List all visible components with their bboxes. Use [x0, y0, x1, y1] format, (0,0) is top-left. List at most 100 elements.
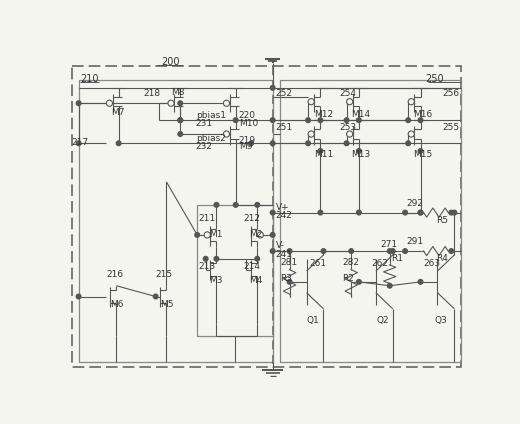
Text: M7: M7 [111, 108, 124, 117]
Circle shape [287, 249, 292, 254]
Text: M1: M1 [210, 230, 223, 239]
Circle shape [308, 99, 314, 105]
Text: M6: M6 [110, 301, 124, 310]
Circle shape [318, 210, 323, 215]
Circle shape [178, 101, 183, 106]
Text: 251: 251 [276, 123, 293, 132]
Text: M4: M4 [250, 276, 263, 285]
Text: M11: M11 [314, 150, 333, 159]
Text: Q2: Q2 [376, 316, 389, 325]
Text: M2: M2 [250, 230, 263, 239]
Text: 262: 262 [371, 259, 388, 268]
Text: V-: V- [276, 241, 284, 250]
Circle shape [270, 249, 275, 254]
Circle shape [318, 118, 323, 123]
Circle shape [403, 210, 407, 215]
Text: 242: 242 [276, 211, 293, 220]
Text: 256: 256 [442, 89, 459, 98]
Text: 241: 241 [276, 250, 293, 259]
Text: 214: 214 [243, 262, 261, 271]
Circle shape [318, 149, 323, 153]
Text: 211: 211 [199, 214, 216, 223]
Text: M14: M14 [351, 109, 370, 119]
Circle shape [214, 203, 219, 207]
Text: R1: R1 [391, 254, 403, 263]
Circle shape [408, 99, 414, 105]
Text: M13: M13 [351, 150, 370, 159]
Text: M3: M3 [210, 276, 223, 285]
Circle shape [233, 118, 238, 123]
Text: 292: 292 [407, 199, 424, 208]
Circle shape [195, 233, 200, 237]
Text: 261: 261 [309, 259, 327, 268]
Text: 215: 215 [155, 270, 173, 279]
Text: 255: 255 [442, 123, 459, 132]
Circle shape [321, 249, 326, 254]
Circle shape [391, 249, 395, 254]
Text: 213: 213 [199, 262, 216, 271]
Circle shape [452, 210, 457, 215]
Circle shape [306, 118, 310, 123]
Circle shape [76, 101, 81, 106]
Circle shape [449, 210, 453, 215]
Circle shape [357, 118, 361, 123]
Text: 218: 218 [144, 89, 161, 98]
Circle shape [224, 100, 229, 106]
Text: 200: 200 [161, 57, 179, 67]
Circle shape [344, 141, 349, 145]
Text: 291: 291 [407, 237, 424, 246]
Bar [280, 80, 461, 362]
Text: 250: 250 [425, 74, 444, 84]
Circle shape [308, 131, 314, 137]
Circle shape [344, 118, 349, 123]
Text: M15: M15 [413, 150, 432, 159]
Text: 220: 220 [239, 111, 256, 120]
Text: 281: 281 [280, 258, 297, 267]
Circle shape [257, 232, 264, 238]
Circle shape [408, 131, 414, 137]
Circle shape [349, 249, 354, 254]
Text: 212: 212 [243, 214, 261, 223]
Circle shape [178, 132, 183, 137]
Circle shape [270, 86, 275, 90]
Text: R2: R2 [342, 273, 354, 282]
Circle shape [406, 141, 410, 145]
Circle shape [418, 279, 423, 284]
Circle shape [347, 99, 353, 105]
Text: 282: 282 [342, 258, 359, 267]
Circle shape [357, 279, 361, 284]
Circle shape [116, 141, 121, 145]
Text: 219: 219 [239, 136, 256, 145]
Text: pbias2: pbias2 [196, 134, 226, 143]
Circle shape [270, 118, 275, 123]
Text: M16: M16 [413, 109, 432, 119]
Circle shape [204, 232, 210, 238]
Circle shape [403, 249, 407, 254]
Text: Q1: Q1 [307, 316, 319, 325]
Circle shape [153, 294, 158, 299]
Text: M9: M9 [239, 142, 252, 151]
Circle shape [287, 279, 292, 284]
Text: R3: R3 [280, 273, 292, 282]
Text: pbias1: pbias1 [196, 111, 226, 120]
Circle shape [418, 118, 423, 123]
Circle shape [406, 118, 410, 123]
Circle shape [203, 257, 208, 261]
Text: R4: R4 [436, 254, 448, 263]
Circle shape [449, 249, 453, 254]
Circle shape [233, 203, 238, 207]
Text: V+: V+ [276, 203, 289, 212]
Text: M8: M8 [171, 88, 185, 97]
Circle shape [214, 257, 219, 261]
Text: 232: 232 [196, 142, 213, 151]
Circle shape [107, 100, 112, 106]
Circle shape [168, 100, 174, 106]
Circle shape [270, 233, 275, 237]
Circle shape [76, 294, 81, 299]
Circle shape [249, 141, 253, 145]
Circle shape [255, 257, 259, 261]
Bar [197, 205, 272, 336]
Circle shape [255, 203, 259, 207]
Circle shape [357, 149, 361, 153]
Circle shape [387, 283, 392, 288]
